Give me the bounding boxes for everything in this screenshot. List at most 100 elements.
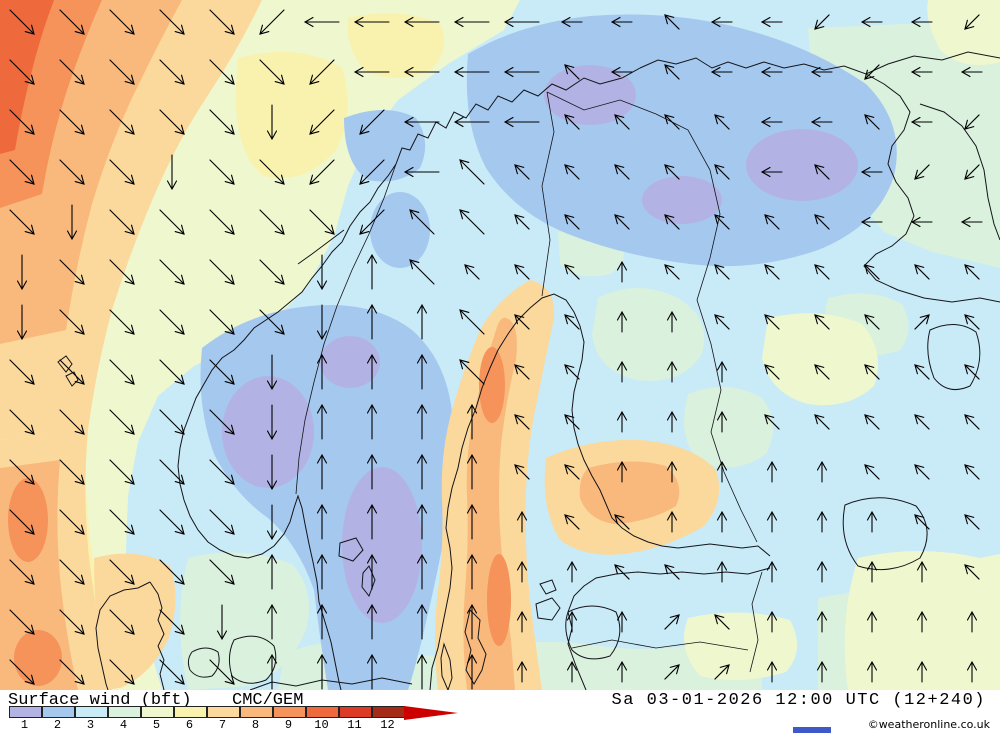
wind-arrow-icon [209,409,235,435]
wind-arrow-icon [9,659,35,685]
coastline-white-sea-east [919,103,1000,241]
wind-arrow-icon [910,66,933,78]
wind-arrow-icon [109,409,135,435]
wind-arrow-icon [664,64,680,80]
legend-swatch [206,706,240,718]
wind-arrow-icon [814,214,830,230]
wind-arrow-icon [9,109,35,135]
wind-arrow-icon [816,610,828,633]
wind-region [347,13,445,79]
wind-arrow-icon [309,209,335,235]
wind-arrow-icon [9,459,35,485]
wind-arrow-icon [209,109,235,135]
wind-arrow-icon [359,209,385,235]
wind-arrow-icon [416,453,428,490]
legend-value: 5 [152,718,161,732]
wind-arrow-icon [514,364,530,380]
wind-arrow-icon [209,359,235,385]
wind-arrow-icon [766,460,778,483]
island-hiiumaa [539,579,557,595]
legend-value: 12 [380,718,395,732]
wind-arrow-icon [59,659,85,685]
wind-arrow-icon [316,603,328,640]
wind-arrow-icon [453,66,490,78]
wind-arrow-icon [309,159,335,185]
wind-arrow-icon [866,660,878,683]
wind-arrow-icon [614,114,630,130]
wind-arrow-icon [316,453,328,490]
wind-arrow-icon [860,216,883,228]
wind-arrow-icon [616,260,628,283]
wind-arrow-icon [59,9,85,35]
wind-arrow-icon [964,464,980,480]
wind-arrow-icon [764,414,780,430]
legend-value: 11 [347,718,362,732]
wind-arrow-icon [159,659,185,685]
wind-arrow-icon [614,214,630,230]
wind-arrow-icon [109,609,135,635]
wind-arrow-icon [664,264,680,280]
wind-arrow-icon [159,209,185,235]
wind-region [927,0,1000,66]
wind-arrow-icon [560,16,583,28]
wind-arrow-icon [516,610,528,633]
wind-arrow-icon [366,653,378,690]
wind-arrow-icon [664,614,680,630]
wind-arrow-icon [209,509,235,535]
wind-arrow-icon [459,309,485,335]
legend-swatch [173,706,207,718]
wind-arrow-icon [266,603,278,640]
wind-region [320,336,380,388]
map-title: Surface wind (bft) [8,691,192,710]
wind-arrow-icon [466,403,478,440]
wind-arrow-icon [209,159,235,185]
wind-arrow-icon [416,303,428,340]
wind-arrow-icon [816,510,828,533]
wind-arrow-icon [964,514,980,530]
wind-arrow-icon [266,653,278,690]
wind-arrow-icon [366,303,378,340]
wind-arrow-icon [610,16,633,28]
wind-arrow-icon [159,9,185,35]
wind-arrow-icon [666,310,678,333]
wind-arrow-icon [109,309,135,335]
wind-arrow-icon [209,209,235,235]
wind-arrow-icon [466,503,478,540]
wind-arrow-icon [964,414,980,430]
wind-arrow-icon [964,314,980,330]
wind-arrow-icon [109,559,135,585]
wind-arrow-icon [309,109,335,135]
wind-arrow-icon [259,209,285,235]
border-finland-russia [655,113,758,543]
wind-arrow-icon [564,164,580,180]
wind-arrow-icon [59,459,85,485]
wind-arrow-icon [516,560,528,583]
wind-arrow-icon [416,403,428,440]
wind-arrow-icon [766,660,778,683]
wind-arrow-icon [814,314,830,330]
lake-onega [927,324,981,391]
wind-arrow-icon [814,164,830,180]
wind-arrow-icon [159,259,185,285]
copyright-label: ©weatheronline.co.uk [867,718,990,731]
wind-arrow-icon [303,16,340,28]
wind-arrow-icon [109,159,135,185]
wind-region [14,630,62,686]
wind-arrow-icon [810,116,833,128]
wind-arrow-icon [566,560,578,583]
wind-arrow-icon [416,503,428,540]
border-sweden-finland [541,91,657,297]
wind-arrow-icon [109,359,135,385]
legend-swatch [338,706,372,718]
wind-arrow-icon [366,253,378,290]
wind-arrow-icon [714,314,730,330]
wind-region [235,51,348,179]
coastline-barents [639,51,1000,75]
legend-segment: 3 [74,706,108,732]
national-borders [295,91,763,673]
wind-arrow-icon [166,154,178,191]
wind-arrow-icon [259,259,285,285]
wind-arrow-icon [564,364,580,380]
wind-arrow-icon [964,164,980,180]
wind-arrow-icon [159,409,185,435]
